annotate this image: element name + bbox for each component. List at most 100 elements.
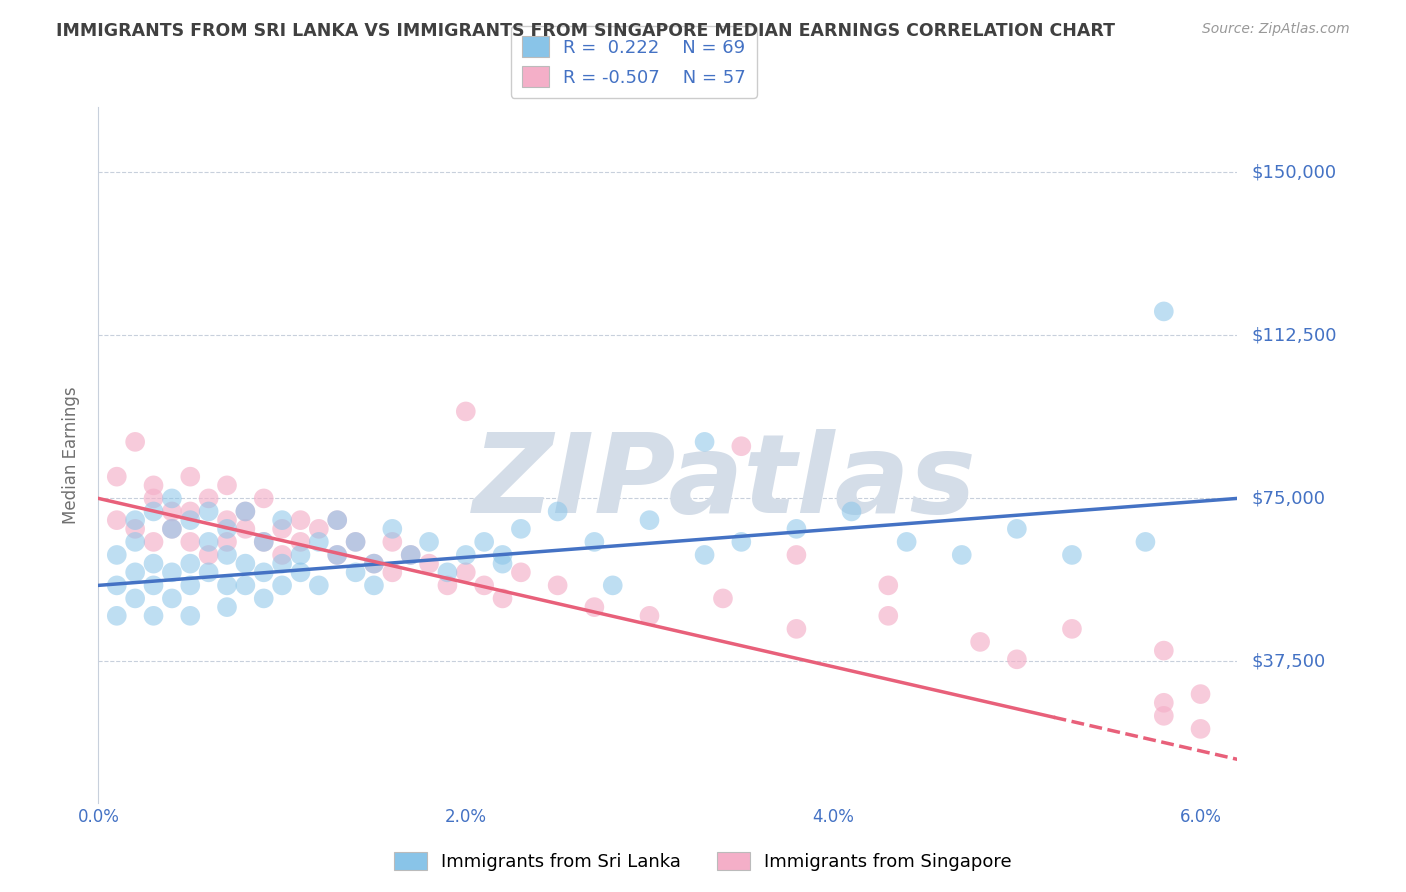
Point (711, 591, 734, 606)
Point (197, 566, 219, 580)
Point (197, 534, 219, 549)
Point (472, 578, 495, 592)
Point (197, 491, 219, 506)
Point (290, 534, 312, 549)
Point (215, 478, 238, 492)
Point (160, 566, 183, 580)
Point (308, 534, 330, 549)
Point (785, 522, 807, 536)
Point (1153, 643, 1175, 657)
Point (326, 548, 349, 562)
Point (142, 478, 165, 492)
Point (271, 578, 294, 592)
Point (363, 578, 385, 592)
Point (179, 578, 201, 592)
Point (730, 534, 752, 549)
Point (142, 557, 165, 571)
Point (491, 557, 513, 571)
Point (454, 566, 477, 580)
Point (235, 504, 257, 518)
Point (179, 504, 201, 518)
Point (271, 557, 294, 571)
Point (326, 513, 349, 527)
Point (215, 522, 238, 536)
Point (142, 608, 165, 623)
Point (454, 548, 477, 562)
Point (785, 622, 807, 636)
Point (179, 469, 201, 483)
Point (1153, 696, 1175, 710)
Point (215, 534, 238, 549)
Point (877, 578, 900, 592)
Point (271, 548, 294, 562)
Point (344, 566, 367, 580)
Point (509, 566, 531, 580)
Point (308, 578, 330, 592)
Point (399, 548, 422, 562)
Point (950, 548, 973, 562)
Point (179, 534, 201, 549)
Point (638, 513, 661, 527)
Point (363, 557, 385, 571)
Point (290, 548, 312, 562)
Point (326, 513, 349, 527)
Point (509, 522, 531, 536)
Point (235, 522, 257, 536)
Point (418, 557, 440, 571)
Point (693, 548, 716, 562)
Point (454, 404, 477, 418)
Text: IMMIGRANTS FROM SRI LANKA VS IMMIGRANTS FROM SINGAPORE MEDIAN EARNINGS CORRELATI: IMMIGRANTS FROM SRI LANKA VS IMMIGRANTS … (56, 22, 1115, 40)
Point (215, 600, 238, 615)
Text: $150,000: $150,000 (1251, 163, 1337, 181)
Point (105, 513, 128, 527)
Point (344, 534, 367, 549)
Y-axis label: Median Earnings: Median Earnings (62, 386, 80, 524)
Point (179, 557, 201, 571)
Point (235, 578, 257, 592)
Point (271, 513, 294, 527)
Text: $75,000: $75,000 (1251, 490, 1326, 508)
Point (326, 548, 349, 562)
Point (160, 522, 183, 536)
Point (436, 578, 458, 592)
Point (1005, 652, 1028, 666)
Point (877, 608, 900, 623)
Point (344, 534, 367, 549)
Point (179, 608, 201, 623)
Point (547, 504, 569, 518)
Point (105, 578, 128, 592)
Point (1135, 534, 1157, 549)
Point (105, 608, 128, 623)
Point (105, 469, 128, 483)
Point (290, 513, 312, 527)
Point (418, 534, 440, 549)
Text: Source: ZipAtlas.com: Source: ZipAtlas.com (1202, 22, 1350, 37)
Point (124, 522, 146, 536)
Point (381, 534, 404, 549)
Text: $37,500: $37,500 (1251, 652, 1326, 671)
Point (142, 504, 165, 518)
Text: ZIPatlas: ZIPatlas (472, 429, 977, 536)
Point (436, 566, 458, 580)
Point (969, 635, 991, 649)
Point (1189, 722, 1212, 736)
Point (160, 491, 183, 506)
Point (253, 534, 276, 549)
Point (142, 491, 165, 506)
Point (399, 548, 422, 562)
Point (142, 578, 165, 592)
Point (583, 600, 606, 615)
Point (197, 548, 219, 562)
Point (1153, 304, 1175, 318)
Point (1189, 687, 1212, 701)
Point (253, 591, 276, 606)
Point (124, 434, 146, 449)
Legend: Immigrants from Sri Lanka, Immigrants from Singapore: Immigrants from Sri Lanka, Immigrants fr… (387, 845, 1019, 879)
Point (197, 504, 219, 518)
Point (730, 439, 752, 453)
Point (491, 591, 513, 606)
Point (160, 522, 183, 536)
Point (253, 566, 276, 580)
Point (638, 608, 661, 623)
Point (290, 566, 312, 580)
